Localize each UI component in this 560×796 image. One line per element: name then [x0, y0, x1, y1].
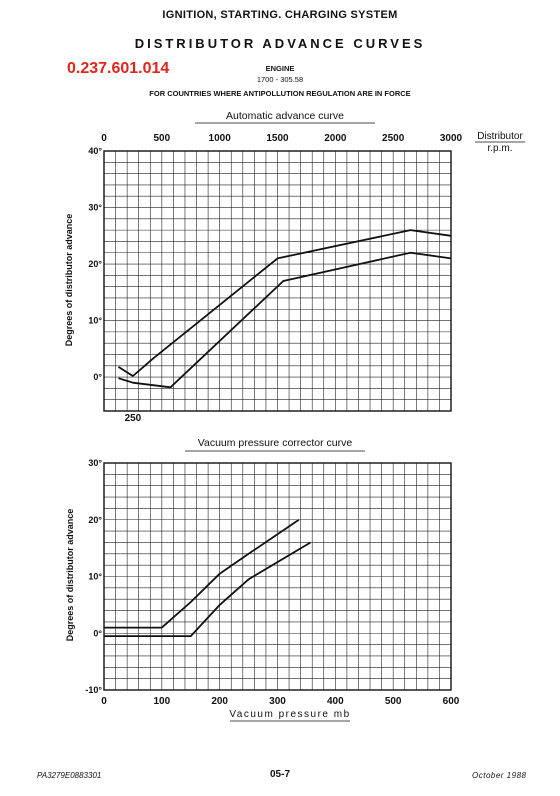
footer-reference: PA3279E0883301 — [37, 771, 102, 780]
x-tick-label: 3000 — [440, 133, 463, 144]
engine-label: ENGINE — [265, 64, 295, 73]
footer-date: October 1988 — [472, 771, 527, 780]
chart-2: Vacuum pressure corrector curve 0 100 200 30… — [65, 437, 460, 722]
y-tick-label: 30° — [88, 203, 102, 213]
y-tick-label: 30° — [88, 458, 102, 468]
chart-grid — [103, 462, 452, 691]
annotation-label: 250 — [125, 413, 142, 424]
x-tick-label: 2000 — [324, 133, 347, 144]
x-tick-label: 500 — [385, 696, 402, 707]
x-tick-label: 600 — [443, 696, 460, 707]
chart-title: Vacuum pressure corrector curve — [198, 437, 353, 449]
x-axis-label: Vacuum pressure mb — [229, 709, 350, 720]
section-title: IGNITION, STARTING. CHARGING SYSTEM — [162, 9, 398, 21]
part-number: 0.237.601.014 — [67, 60, 170, 77]
y-tick-label: 40° — [88, 146, 102, 156]
x-tick-label: 400 — [327, 696, 344, 707]
x-tick-label: 0 — [101, 133, 107, 144]
x-tick-label: 0 — [101, 696, 107, 707]
y-tick-label: 20° — [88, 515, 102, 525]
x-tick-label: 1000 — [209, 133, 232, 144]
y-tick-label: 10° — [88, 316, 102, 326]
chart-title: Automatic advance curve — [226, 110, 344, 122]
x-tick-label: 100 — [153, 696, 170, 707]
curve-lower — [118, 251, 452, 389]
y-tick-label: 0° — [93, 372, 102, 382]
x-tick-label: 2500 — [382, 133, 405, 144]
footer-page-number: 05-7 — [269, 769, 290, 780]
chart-grid — [103, 150, 452, 412]
engine-code: 1700 - 305.58 — [256, 75, 304, 84]
y-axis-label: Degrees of distributor advance — [65, 509, 75, 642]
y-tick-label: 0° — [93, 628, 102, 638]
page-title: DISTRIBUTOR ADVANCE CURVES — [134, 36, 426, 51]
curve-upper — [118, 229, 452, 377]
countries-note: FOR COUNTRIES WHERE ANTIPOLLUTION REGULA… — [149, 89, 411, 98]
curve-lower — [104, 541, 311, 637]
plot-frame — [103, 462, 452, 691]
x-tick-label: 200 — [211, 696, 228, 707]
x-tick-label: 500 — [153, 133, 170, 144]
curve-upper — [104, 519, 300, 629]
x-tick-label: 1500 — [266, 133, 289, 144]
y-axis-label: Degrees of distributor advance — [64, 214, 74, 347]
plot-frame — [103, 150, 452, 412]
x-axis-label: Distributor r.p.m. — [477, 131, 523, 154]
x-tick-label: 300 — [269, 696, 286, 707]
y-tick-label: -10° — [85, 685, 102, 695]
y-tick-label: 20° — [88, 259, 102, 269]
y-tick-label: 10° — [88, 572, 102, 582]
chart-1: Automatic advance curve 0 500 1000 1500 2000 2… — [64, 110, 525, 424]
